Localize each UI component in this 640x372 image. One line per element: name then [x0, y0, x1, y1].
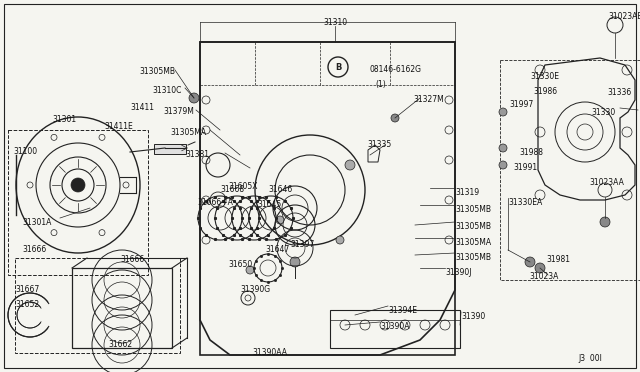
Text: 31666+A: 31666+A — [197, 198, 233, 207]
Text: 31023AA: 31023AA — [589, 178, 624, 187]
Text: 08146-6162G: 08146-6162G — [370, 65, 422, 74]
Text: 31305MA: 31305MA — [455, 238, 491, 247]
Circle shape — [525, 257, 535, 267]
Text: 31023AB: 31023AB — [608, 12, 640, 21]
Text: 31652: 31652 — [15, 300, 39, 309]
Text: 31301: 31301 — [52, 115, 76, 124]
Text: 31647: 31647 — [265, 245, 289, 254]
Circle shape — [290, 257, 300, 267]
Circle shape — [246, 266, 254, 274]
Text: B: B — [335, 62, 341, 71]
Text: 31411E: 31411E — [104, 122, 132, 131]
Text: 31981: 31981 — [546, 255, 570, 264]
Text: 31305MB: 31305MB — [139, 67, 175, 76]
Text: 31330EA: 31330EA — [508, 198, 542, 207]
Bar — [8, 130, 148, 275]
Text: 31986: 31986 — [533, 87, 557, 96]
Text: 31605X: 31605X — [228, 182, 257, 191]
Circle shape — [276, 216, 284, 224]
Text: 31390J: 31390J — [445, 268, 472, 277]
Text: 31390G: 31390G — [240, 285, 270, 294]
Circle shape — [391, 114, 399, 122]
Text: 31667: 31667 — [15, 285, 39, 294]
Text: 31335: 31335 — [367, 140, 391, 149]
Text: 31100: 31100 — [13, 147, 37, 156]
Text: 31305MB: 31305MB — [455, 205, 491, 214]
Text: 31645: 31645 — [257, 200, 281, 209]
Bar — [200, 42, 455, 355]
Circle shape — [345, 160, 355, 170]
Text: 31394E: 31394E — [388, 306, 417, 315]
Text: 31305MB: 31305MB — [455, 222, 491, 231]
Text: 31319: 31319 — [455, 188, 479, 197]
Text: 31666: 31666 — [120, 255, 144, 264]
Text: 31411: 31411 — [130, 103, 154, 112]
Text: 31305MA: 31305MA — [170, 128, 206, 137]
Bar — [330, 310, 460, 348]
Text: 31646: 31646 — [268, 185, 292, 194]
Text: 31390AA: 31390AA — [252, 348, 287, 357]
Circle shape — [535, 263, 545, 273]
Text: 31991: 31991 — [513, 163, 537, 172]
Text: 31336: 31336 — [607, 88, 631, 97]
Text: 31666: 31666 — [22, 245, 46, 254]
Text: 31379M: 31379M — [163, 107, 194, 116]
Circle shape — [499, 144, 507, 152]
Text: 31381: 31381 — [185, 150, 209, 159]
Text: 31390: 31390 — [461, 312, 485, 321]
Text: (1): (1) — [375, 80, 386, 89]
Text: 31330E: 31330E — [530, 72, 559, 81]
Text: 31662: 31662 — [108, 340, 132, 349]
Text: 31988: 31988 — [519, 148, 543, 157]
Bar — [72, 268, 172, 348]
Text: 31650: 31650 — [228, 260, 252, 269]
Bar — [154, 144, 186, 154]
Bar — [15, 258, 180, 353]
Wedge shape — [30, 302, 55, 327]
Text: J3  00I: J3 00I — [578, 354, 602, 363]
Circle shape — [336, 236, 344, 244]
Bar — [500, 60, 640, 280]
Text: 31023A: 31023A — [529, 272, 558, 281]
Circle shape — [189, 93, 199, 103]
Text: 31397: 31397 — [290, 240, 314, 249]
Text: 31330: 31330 — [591, 108, 615, 117]
Text: 31310C: 31310C — [152, 86, 181, 95]
Circle shape — [499, 161, 507, 169]
Text: 31305MB: 31305MB — [455, 253, 491, 262]
Text: 31310: 31310 — [323, 18, 347, 27]
Text: 31997: 31997 — [509, 100, 533, 109]
Text: 31327M: 31327M — [413, 95, 444, 104]
Circle shape — [600, 217, 610, 227]
Text: 31390A: 31390A — [380, 322, 410, 331]
Circle shape — [499, 108, 507, 116]
Text: 31301A: 31301A — [22, 218, 51, 227]
Circle shape — [71, 178, 85, 192]
Text: 31668: 31668 — [220, 185, 244, 194]
